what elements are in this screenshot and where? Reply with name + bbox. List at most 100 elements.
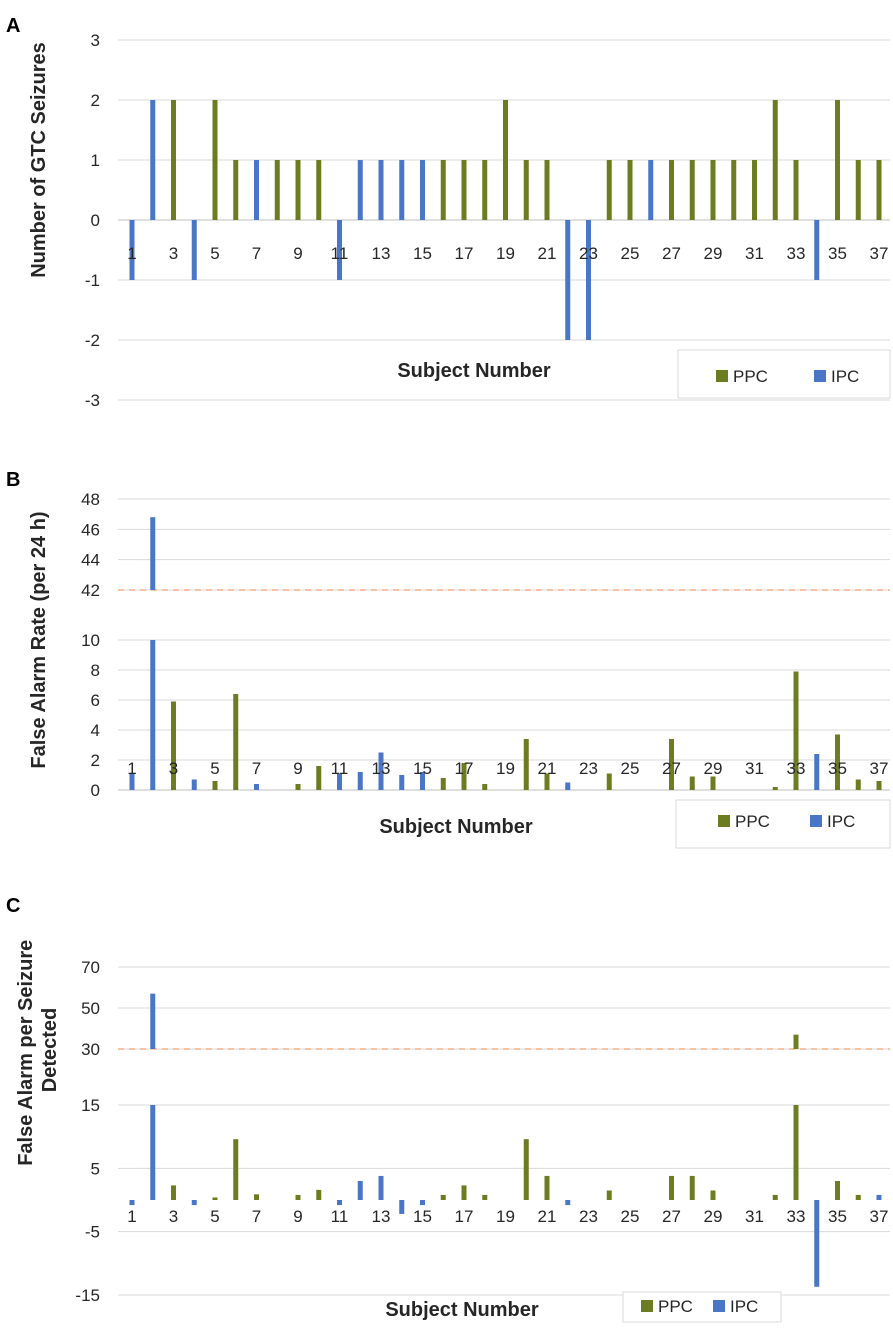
- x-tick-label: 1: [127, 244, 136, 263]
- bar-ipc-subject-1: [129, 773, 135, 790]
- panel-a-y-ticks: 3 2 1 0 -1 -2 -3: [85, 31, 100, 410]
- x-tick-label: 17: [455, 759, 474, 778]
- panel-c-bars: [129, 993, 882, 1287]
- bar-ppc-subject-29: [710, 776, 716, 790]
- bar-ppc-subject-5: [212, 781, 218, 790]
- x-tick-label: 15: [413, 244, 432, 263]
- y-tick-label: 10: [81, 631, 100, 650]
- bar-ipc-subject-11: [337, 773, 342, 790]
- bar-ppc-subject-32: [772, 100, 778, 220]
- bar-ppc-subject-35: [835, 100, 840, 220]
- bar-ipc-subject-7: [254, 160, 259, 220]
- x-tick-label: 3: [169, 244, 178, 263]
- bar-ppc-subject-18: [482, 784, 488, 790]
- x-tick-label: 13: [372, 759, 391, 778]
- panel-c-gridlines: [118, 966, 890, 1296]
- y-tick-label: -2: [85, 331, 100, 350]
- x-tick-label: 27: [662, 759, 681, 778]
- bar-ipc-subject-11: [337, 220, 342, 280]
- y-tick-label: 3: [91, 31, 100, 50]
- x-tick-label: 23: [579, 244, 598, 263]
- x-tick-label: 13: [372, 244, 391, 263]
- bar-ppc-subject-27: [669, 160, 674, 220]
- y-tick-label: 44: [81, 551, 100, 570]
- bar-ipc-subject-15: [420, 160, 425, 220]
- x-tick-label: 21: [538, 244, 557, 263]
- panel-c-y-ticks: 70 50 30 15 5 -5 -15: [75, 958, 100, 1305]
- bar-ipc-subject-14: [399, 775, 405, 790]
- bar-ppc-subject-3: [171, 1185, 176, 1200]
- bar-ppc-subject-10: [316, 766, 322, 790]
- legend-ipc-swatch: [713, 1300, 725, 1312]
- bar-ppc-subject-32: [772, 787, 778, 790]
- x-tick-label: 1: [127, 759, 136, 778]
- bar-ppc-subject-24: [606, 1190, 612, 1200]
- x-tick-label: 3: [169, 759, 178, 778]
- bar-ppc-subject-28: [689, 776, 695, 790]
- x-tick-label: 7: [252, 1207, 261, 1226]
- bar-ipc-subject-12: [357, 1181, 363, 1200]
- bar-ipc-subject-15: [420, 772, 425, 790]
- bar-ipc-subject-2-upper: [150, 993, 156, 1049]
- bar-ipc-subject-23: [586, 220, 591, 340]
- panel-b-x-axis-label: Subject Number: [379, 816, 533, 838]
- x-tick-label: 25: [621, 1207, 640, 1226]
- bar-ppc-subject-18: [482, 1194, 488, 1200]
- legend-ppc-swatch: [718, 815, 730, 827]
- bar-ipc-subject-13: [378, 1175, 384, 1200]
- y-tick-label: 70: [81, 958, 100, 977]
- panel-a-bars: [129, 100, 882, 340]
- x-tick-label: 7: [252, 759, 261, 778]
- x-tick-label: 31: [745, 1207, 764, 1226]
- y-tick-label: 1: [91, 151, 100, 170]
- bar-ppc-subject-5: [212, 1197, 218, 1200]
- bar-ppc-subject-6: [233, 694, 239, 790]
- bar-ipc-subject-15: [420, 1200, 425, 1206]
- y-tick-label: 0: [91, 211, 100, 230]
- bar-ppc-subject-33: [793, 1105, 799, 1200]
- bar-ipc-subject-1: [129, 220, 135, 280]
- x-tick-label: 35: [828, 244, 847, 263]
- bar-ppc-subject-29: [710, 1190, 716, 1200]
- bar-ppc-subject-9: [295, 1194, 301, 1200]
- bar-ppc-subject-16: [440, 160, 446, 220]
- y-tick-label: -1: [85, 271, 100, 290]
- bar-ppc-subject-17: [461, 763, 467, 790]
- y-tick-label: 48: [81, 490, 100, 509]
- panel-c-legend: PPC IPC: [622, 1291, 782, 1323]
- bar-ppc-subject-33: [793, 160, 799, 220]
- panel-a-legend: PPC IPC: [677, 349, 891, 399]
- bar-ipc-subject-22: [565, 782, 571, 790]
- bar-ipc-subject-13: [378, 160, 384, 220]
- bar-ppc-subject-21: [544, 160, 550, 220]
- panel-c-y-axis-label: False Alarm per Seizure Detected: [15, 934, 61, 1166]
- x-tick-label: 13: [372, 1207, 391, 1226]
- x-tick-label: 9: [293, 1207, 302, 1226]
- x-tick-label: 15: [413, 759, 432, 778]
- bar-ipc-subject-11: [337, 1200, 342, 1206]
- panel-c-x-ticks: 1 3 5 7 9 11 13 15 17 19 21 23 25 27 29 31 33 35 37: [127, 1207, 888, 1226]
- bar-ppc-subject-7: [254, 1194, 259, 1200]
- bar-ppc-subject-3: [171, 701, 176, 790]
- bar-ppc-subject-9: [295, 160, 301, 220]
- bar-ppc-subject-10: [316, 1189, 322, 1200]
- x-tick-label: 25: [621, 759, 640, 778]
- bar-ppc-subject-32: [772, 1194, 778, 1200]
- legend-ipc-swatch: [814, 370, 826, 382]
- x-tick-label: 27: [662, 1207, 681, 1226]
- bar-ppc-subject-5: [212, 100, 218, 220]
- bar-ppc-subject-6: [233, 160, 239, 220]
- panel-b-label: B: [6, 469, 20, 491]
- legend-ppc-label: PPC: [733, 367, 768, 386]
- bar-ppc-subject-20: [523, 160, 529, 220]
- bar-ppc-subject-17: [461, 1185, 467, 1200]
- y-tick-label: 5: [91, 1159, 100, 1178]
- y-tick-label: 2: [91, 91, 100, 110]
- y-tick-label: 15: [81, 1096, 100, 1115]
- panel-b-bars: [129, 517, 882, 790]
- bar-ipc-subject-7: [254, 784, 259, 790]
- x-tick-label: 33: [787, 1207, 806, 1226]
